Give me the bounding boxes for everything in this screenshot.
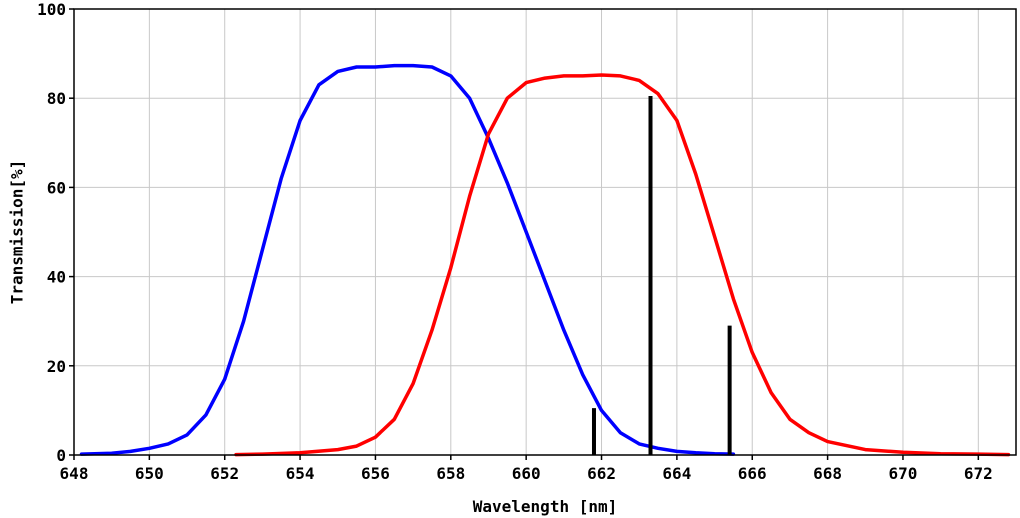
transmission-curve-1	[79, 63, 736, 456]
axes: 648 650 652 654 656 658 660 662 664 666 668 670 672 0…	[37, 0, 993, 483]
x-tick-label: 660	[512, 464, 541, 483]
x-tick-label: 654	[286, 464, 315, 483]
x-tick-label: 662	[587, 464, 616, 483]
series-layer	[79, 63, 1011, 457]
y-tick-label: 40	[47, 268, 66, 287]
transmission-curve-2	[234, 73, 1011, 457]
y-axis-title: Transmission[%]	[8, 160, 27, 305]
plot-frame	[73, 8, 1017, 456]
x-axis-title: Wavelength [nm]	[473, 497, 618, 516]
x-tick-label: 650	[135, 464, 164, 483]
grid	[73, 8, 1016, 456]
y-tick-label: 100	[37, 0, 66, 19]
x-tick-label: 656	[361, 464, 390, 483]
x-tick-label: 668	[813, 464, 842, 483]
y-tick-label: 0	[56, 446, 66, 465]
y-tick-label: 60	[47, 178, 66, 197]
x-tick-label: 648	[60, 464, 89, 483]
x-tick-label: 672	[964, 464, 993, 483]
x-tick-label: 670	[889, 464, 918, 483]
y-tick-label: 80	[47, 89, 66, 108]
x-tick-label: 666	[738, 464, 767, 483]
y-tick-label: 20	[47, 357, 66, 376]
x-tick-label: 658	[436, 464, 465, 483]
x-tick-label: 652	[210, 464, 239, 483]
x-tick-label: 664	[662, 464, 691, 483]
